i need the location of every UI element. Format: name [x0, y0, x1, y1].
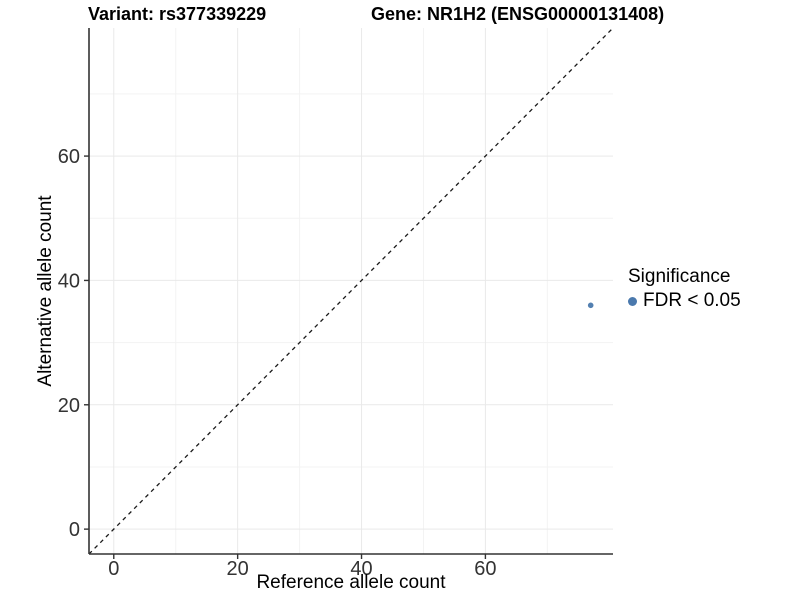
legend-item-label: FDR < 0.05	[643, 290, 741, 311]
x-axis-label: Reference allele count	[256, 572, 446, 593]
variant-title: Variant: rs377339229	[88, 4, 267, 24]
data-point	[587, 302, 594, 309]
y-tick-label: 20	[58, 395, 80, 417]
legend-title: Significance	[628, 266, 731, 287]
legend-item: FDR < 0.05	[628, 290, 741, 312]
x-tick-label: 0	[108, 558, 119, 580]
legend-point-icon	[628, 296, 637, 306]
y-tick-label: 60	[58, 146, 80, 168]
x-tick-label: 60	[474, 558, 496, 580]
legend: Significance FDR < 0.05	[628, 266, 741, 312]
y-tick-label: 0	[69, 519, 80, 541]
identity-line	[88, 27, 614, 555]
y-tick-label: 40	[58, 270, 80, 292]
gene-title: Gene: NR1H2 (ENSG00000131408)	[371, 4, 665, 24]
x-tick-label: 20	[227, 558, 249, 580]
x-tick-label: 40	[350, 558, 372, 580]
